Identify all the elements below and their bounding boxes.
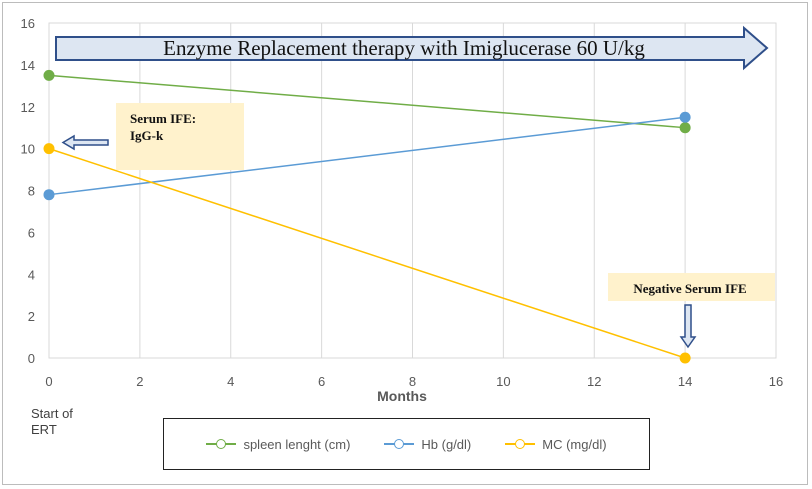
y-tick-labels: 0 2 4 6 8 10 12 14 16 <box>21 16 35 366</box>
start-of-ert-note: Start of ERT <box>31 406 73 437</box>
y-tick-label: 2 <box>28 309 35 324</box>
grid-lines <box>48 23 777 358</box>
legend-label: MC (mg/dl) <box>542 436 607 452</box>
data-point-2-0 <box>43 143 55 155</box>
series-group <box>43 69 691 364</box>
series-line-2 <box>48 147 686 359</box>
legend-item-1: Hb (g/dl) <box>384 437 471 452</box>
y-tick-label: 12 <box>21 100 35 115</box>
data-point-1-1 <box>679 111 691 123</box>
x-tick-labels: 0 2 4 6 8 10 12 14 16 <box>45 374 783 389</box>
x-tick-label: 0 <box>45 374 52 389</box>
x-tick-label: 16 <box>769 374 783 389</box>
legend-swatch-icon <box>505 439 536 449</box>
y-tick-label: 4 <box>28 267 35 282</box>
legend-label: Hb (g/dl) <box>421 436 472 452</box>
therapy-banner-arrow: Enzyme Replacement therapy with Imigluce… <box>55 25 769 71</box>
series-line-0 <box>48 74 686 129</box>
x-tick-label: 12 <box>587 374 601 389</box>
serum-ife-line2: IgG-k <box>130 128 164 143</box>
serum-ife-line1: Serum IFE: <box>130 111 196 126</box>
y-tick-label: 0 <box>28 351 35 366</box>
x-axis-label: Months <box>377 388 427 404</box>
y-tick-label: 6 <box>28 225 35 240</box>
banner-text: Enzyme Replacement therapy with Imigluce… <box>163 36 645 60</box>
data-point-0-1 <box>679 122 691 134</box>
series-line-1 <box>48 116 686 196</box>
y-tick-label: 8 <box>28 184 35 199</box>
negative-ife-callout: Negative Serum IFE <box>608 273 775 349</box>
data-point-2-1 <box>679 352 691 364</box>
serum-ife-callout: Serum IFE: IgG-k <box>61 103 244 170</box>
left-arrow-icon <box>61 134 109 151</box>
legend-swatch-icon <box>384 439 415 449</box>
legend-item-2: MC (mg/dl) <box>505 436 607 452</box>
y-tick-label: 10 <box>21 142 35 157</box>
chart-legend: spleen lenght (cm) Hb (g/dl) MC (mg/dl) <box>163 418 650 470</box>
legend-swatch-icon <box>206 439 237 449</box>
x-tick-label: 14 <box>678 374 692 389</box>
x-tick-label: 2 <box>136 374 143 389</box>
legend-label: spleen lenght (cm) <box>243 436 351 452</box>
x-tick-label: 6 <box>318 374 325 389</box>
y-tick-label: 16 <box>21 16 35 31</box>
x-tick-label: 8 <box>409 374 416 389</box>
data-point-1-0 <box>43 189 55 201</box>
legend-item-0: spleen lenght (cm) <box>206 437 350 452</box>
data-point-0-0 <box>43 69 55 81</box>
x-tick-label: 10 <box>496 374 510 389</box>
x-tick-label: 4 <box>227 374 234 389</box>
down-arrow-icon <box>679 304 697 349</box>
y-tick-label: 14 <box>21 58 35 73</box>
negative-ife-text: Negative Serum IFE <box>633 281 746 296</box>
